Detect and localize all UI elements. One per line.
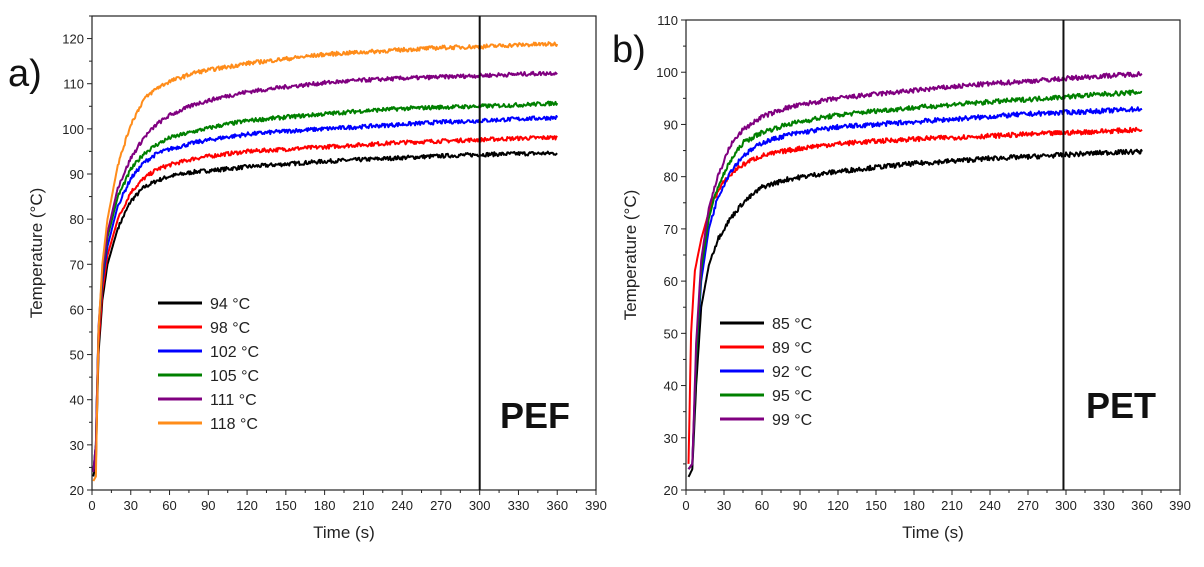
x-tick-label: 30 (717, 498, 731, 513)
legend-label: 105 °C (210, 368, 259, 385)
series-line-89C (687, 126, 1143, 464)
x-tick-label: 120 (827, 498, 849, 513)
x-tick-label: 210 (353, 498, 375, 513)
y-tick-label: 30 (70, 438, 84, 453)
x-tick-label: 150 (275, 498, 297, 513)
x-tick-label: 60 (162, 498, 176, 513)
legend-label: 118 °C (210, 416, 258, 433)
material-label: PET (1086, 385, 1156, 426)
y-tick-label: 70 (70, 257, 84, 272)
x-tick-label: 390 (1169, 498, 1191, 513)
series-line-85C (687, 148, 1143, 478)
x-tick-label: 330 (508, 498, 530, 513)
x-tick-label: 0 (682, 498, 689, 513)
series-line-99C (687, 71, 1143, 470)
y-tick-label: 100 (62, 122, 84, 137)
series-line-102C (92, 115, 559, 472)
x-tick-label: 270 (430, 498, 452, 513)
y-tick-label: 30 (664, 431, 678, 446)
x-tick-label: 150 (865, 498, 887, 513)
y-tick-label: 20 (664, 483, 678, 498)
y-tick-label: 120 (62, 32, 84, 47)
x-tick-label: 60 (755, 498, 769, 513)
y-tick-label: 80 (664, 170, 678, 185)
x-axis-label: Time (s) (902, 523, 964, 542)
x-tick-label: 180 (903, 498, 925, 513)
x-tick-label: 300 (1055, 498, 1077, 513)
y-axis-label: Temperature (°C) (27, 188, 46, 319)
x-tick-label: 360 (1131, 498, 1153, 513)
y-tick-label: 110 (657, 13, 678, 28)
x-tick-label: 210 (941, 498, 963, 513)
x-tick-label: 240 (391, 498, 413, 513)
legend-label: 102 °C (210, 344, 259, 361)
material-label: PEF (500, 395, 570, 436)
y-tick-label: 20 (70, 483, 84, 498)
y-tick-label: 100 (656, 65, 678, 80)
legend-label: 98 °C (210, 320, 250, 337)
y-tick-label: 60 (70, 302, 84, 317)
y-tick-label: 90 (664, 117, 678, 132)
y-tick-label: 50 (70, 348, 84, 363)
legend-label: 111 °C (210, 392, 257, 409)
x-tick-label: 90 (201, 498, 215, 513)
series-line-94C (92, 150, 558, 477)
series-line-111C (92, 70, 558, 472)
series-line-95C (687, 89, 1143, 470)
y-tick-label: 60 (664, 274, 678, 289)
legend-label: 85 °C (772, 316, 812, 333)
y-tick-label: 110 (63, 77, 84, 92)
x-tick-label: 240 (979, 498, 1001, 513)
y-tick-label: 80 (70, 212, 84, 227)
series-line-92C (687, 106, 1143, 470)
x-tick-label: 300 (469, 498, 491, 513)
panel-label: b) (612, 29, 646, 71)
y-tick-label: 90 (70, 167, 84, 182)
panel-b: 0 30 60 90 120 150 180 210 240 270 300 330 360 390 20 3… (612, 13, 1191, 542)
panel-a: 0 30 60 90 120 150 180 210 240 270 300 330 360 390 20 3… (8, 15, 607, 542)
x-tick-label: 360 (546, 498, 568, 513)
legend-label: 99 °C (772, 412, 812, 429)
series-line-105C (92, 100, 559, 472)
x-tick-label: 0 (88, 498, 95, 513)
y-tick-label: 40 (70, 393, 84, 408)
legend-label: 94 °C (210, 296, 250, 313)
x-tick-label: 390 (585, 498, 607, 513)
x-tick-label: 270 (1017, 498, 1039, 513)
legend-label: 95 °C (772, 388, 812, 405)
x-tick-label: 330 (1093, 498, 1115, 513)
x-tick-label: 90 (793, 498, 807, 513)
x-tick-label: 120 (236, 498, 258, 513)
y-tick-label: 70 (664, 222, 678, 237)
x-tick-label: 180 (314, 498, 336, 513)
legend-label: 89 °C (772, 340, 812, 357)
x-tick-label: 30 (124, 498, 138, 513)
legend-label: 92 °C (772, 364, 812, 381)
x-axis-label: Time (s) (313, 523, 375, 542)
panel-label: a) (8, 53, 42, 95)
y-tick-label: 50 (664, 326, 678, 341)
y-tick-label: 40 (664, 379, 678, 394)
y-axis-label: Temperature (°C) (621, 190, 640, 321)
